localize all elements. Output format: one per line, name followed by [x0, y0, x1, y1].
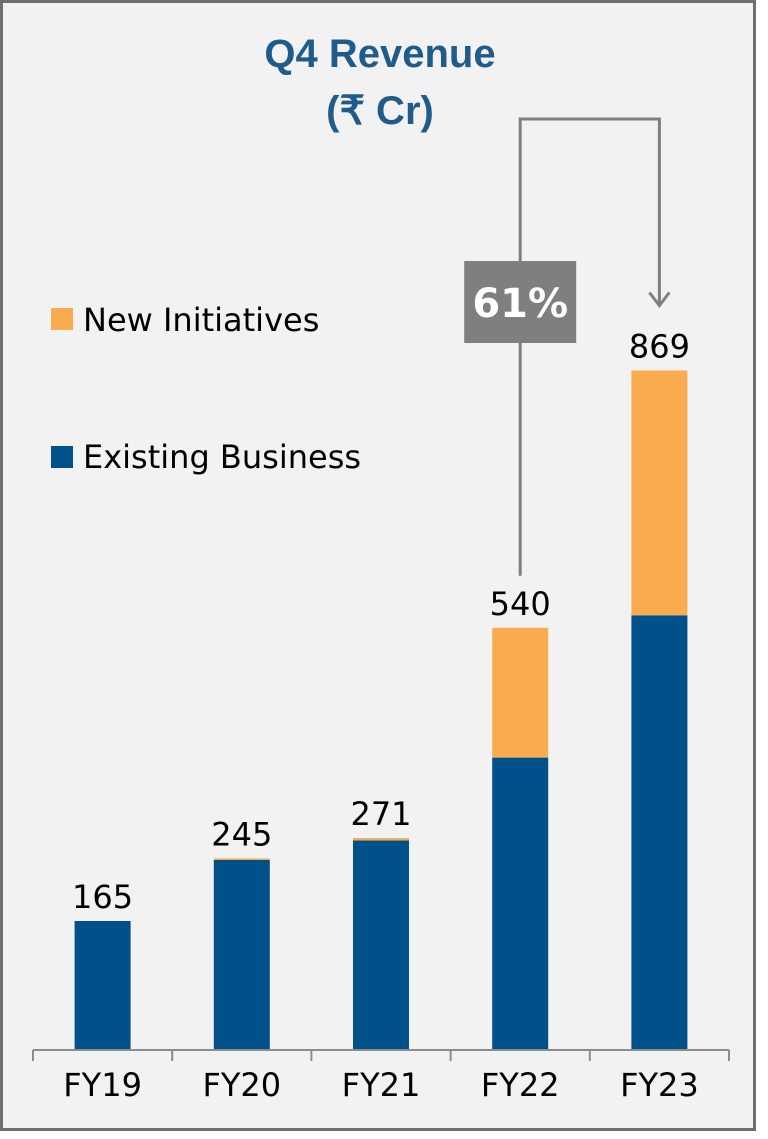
bars-layer	[74, 370, 688, 1050]
growth-badge	[464, 261, 577, 343]
category-label-fy23: FY23	[620, 1066, 699, 1104]
legend-swatch-existing-business	[51, 446, 73, 468]
growth-connector-line	[518, 117, 661, 576]
legend-swatch-new-initiatives	[51, 308, 73, 330]
bar-existing-fy20	[213, 860, 270, 1050]
growth-annotation: 61%	[464, 117, 671, 576]
bar-existing-fy19	[74, 921, 131, 1050]
total-label-fy21: 271	[350, 795, 411, 833]
category-label-fy19: FY19	[63, 1066, 142, 1104]
chart-frame: Q4 Revenue (₹ Cr) New Initiatives Existi…	[0, 0, 756, 1131]
bar-new-fy20	[213, 858, 270, 860]
bar-new-fy21	[353, 838, 409, 841]
bar-existing-fy21	[353, 840, 409, 1050]
labels-layer: 165 FY19 245 FY20 271 FY21 540 FY22 869 FY23	[63, 328, 698, 1105]
category-label-fy22: FY22	[481, 1066, 560, 1104]
chart-subtitle: (₹ Cr)	[326, 89, 434, 133]
bar-new-fy23	[631, 370, 688, 616]
legend: New Initiatives Existing Business	[51, 301, 361, 476]
x-axis	[32, 1049, 730, 1061]
bar-existing-fy23	[631, 615, 688, 1050]
legend-label-existing-business: Existing Business	[83, 438, 361, 476]
total-label-fy19: 165	[72, 878, 133, 916]
chart-title: Q4 Revenue	[264, 32, 495, 76]
growth-arrowhead	[648, 291, 671, 308]
total-label-fy23: 869	[629, 328, 690, 366]
legend-label-new-initiatives: New Initiatives	[83, 301, 319, 339]
growth-percentage: 61%	[472, 281, 568, 327]
revenue-chart: Q4 Revenue (₹ Cr) New Initiatives Existi…	[32, 32, 730, 1105]
total-label-fy22: 540	[490, 585, 551, 623]
total-label-fy20: 245	[211, 815, 272, 853]
category-label-fy21: FY21	[342, 1066, 421, 1104]
category-label-fy20: FY20	[202, 1066, 281, 1104]
bar-existing-fy22	[492, 757, 549, 1050]
bar-new-fy22	[492, 627, 549, 758]
